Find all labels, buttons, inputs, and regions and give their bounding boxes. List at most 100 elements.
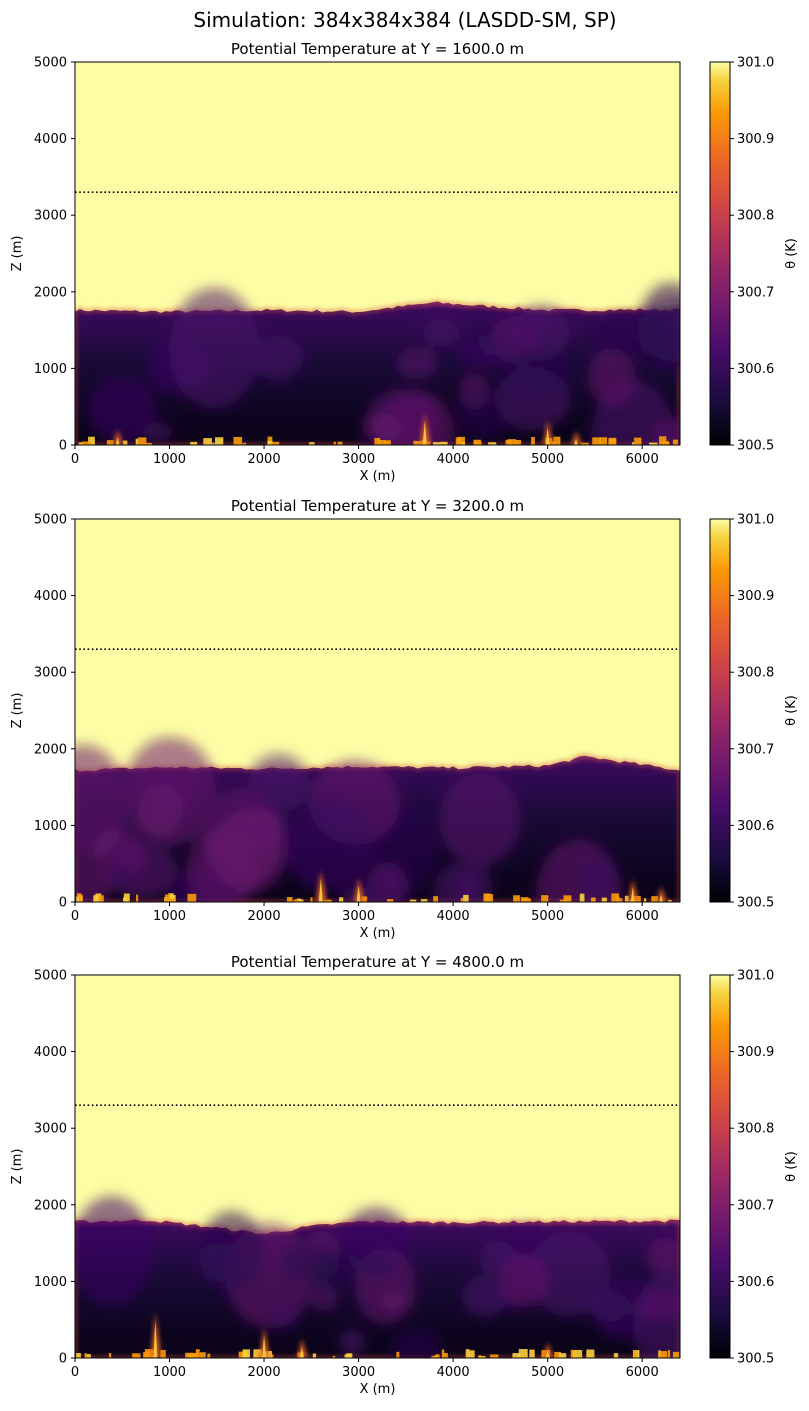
y-tick-label: 2000 [34, 285, 67, 300]
y-tick-label: 4000 [34, 1045, 67, 1060]
colorbar-tick-label: 300.8 [737, 666, 774, 681]
colorbar-tick-label: 300.7 [737, 285, 774, 300]
x-tick-label: 5000 [531, 909, 564, 924]
x-tick-label: 2000 [248, 909, 281, 924]
y-axis-label: Z (m) [10, 693, 25, 729]
heatmap-field [75, 519, 680, 902]
x-tick-label: 0 [71, 452, 79, 467]
colorbar-tick-label: 300.9 [737, 589, 774, 604]
thermal-plume [627, 879, 639, 902]
turbulent-eddies [75, 1196, 680, 1358]
colorbar-label: θ (K) [784, 695, 799, 726]
entrainment-zone [75, 300, 680, 445]
figure-suptitle: Simulation: 384x384x384 (LASDD-SM, SP) [193, 8, 616, 32]
thermal-plume [656, 886, 668, 902]
y-tick-label: 0 [59, 1352, 67, 1367]
x-tick-label: 6000 [626, 1365, 659, 1380]
axes-frame [74, 518, 681, 903]
colorbar-tick-label: 301.0 [737, 969, 774, 984]
turbulent-eddies [75, 737, 622, 902]
y-tick-label: 3000 [34, 1122, 67, 1137]
axes-frame [74, 61, 681, 446]
surface-layer [76, 893, 672, 902]
colorbar-tick-label: 300.9 [737, 1045, 774, 1060]
thermal-plume [150, 1312, 162, 1358]
colorbar-tick-label: 301.0 [737, 56, 774, 71]
x-tick-label: 3000 [342, 452, 375, 467]
panel-1: Potential Temperature at Y = 1600.0 m 0 10… [10, 40, 799, 484]
turbulent-eddies [88, 282, 680, 445]
panel-2: Potential Temperature at Y = 3200.0 m 0 10… [10, 497, 799, 941]
thermal-plume [315, 869, 327, 902]
panel-title: Potential Temperature at Y = 3200.0 m [231, 497, 524, 515]
x-tick-label: 1000 [153, 909, 186, 924]
colorbar: 300.5 300.6 300.7 300.8 300.9 301.0 θ (K) [709, 513, 799, 911]
x-tick-label: 4000 [437, 1365, 470, 1380]
y-tick-label: 1000 [34, 362, 67, 377]
y-tick-label: 4000 [34, 132, 67, 147]
y-tick-label: 5000 [34, 56, 67, 71]
colorbar-gradient [709, 518, 731, 903]
panel-3: Potential Temperature at Y = 4800.0 m 0 10… [10, 953, 799, 1397]
thermal-plume [571, 431, 583, 445]
colorbar-gradient [709, 61, 731, 446]
colorbar-tick-label: 301.0 [737, 513, 774, 528]
y-tick-label: 3000 [34, 209, 67, 224]
colorbar-tick-label: 300.6 [737, 819, 774, 834]
thermal-plume [353, 877, 365, 902]
colorbar-tick-label: 300.7 [737, 1198, 774, 1213]
x-tick-label: 5000 [531, 1365, 564, 1380]
y-tick-label: 2000 [34, 742, 67, 757]
colorbar-tick-label: 300.9 [737, 132, 774, 147]
colorbar: 300.5 300.6 300.7 300.8 300.9 301.0 θ (K) [709, 56, 799, 454]
y-tick-label: 5000 [34, 513, 67, 528]
x-tick-label: 2000 [248, 452, 281, 467]
y-tick-label: 4000 [34, 589, 67, 604]
y-tick-label: 0 [59, 896, 67, 911]
colorbar-tick-label: 300.8 [737, 1122, 774, 1137]
colorbar-tick-label: 300.5 [737, 439, 774, 454]
colorbar-label: θ (K) [784, 238, 799, 269]
x-tick-label: 3000 [342, 1365, 375, 1380]
axes-frame [74, 974, 681, 1359]
thermal-plume [542, 1342, 554, 1358]
panel-title: Potential Temperature at Y = 4800.0 m [231, 953, 524, 971]
x-axis-label: X (m) [360, 1382, 396, 1397]
x-tick-label: 3000 [342, 909, 375, 924]
y-tick-label: 0 [59, 439, 67, 454]
y-tick-label: 1000 [34, 1275, 67, 1290]
y-axis-label: Z (m) [10, 236, 25, 272]
thermal-plume [259, 1327, 271, 1358]
x-tick-label: 2000 [248, 1365, 281, 1380]
panel-title: Potential Temperature at Y = 1600.0 m [231, 40, 524, 58]
colorbar-tick-label: 300.6 [737, 362, 774, 377]
y-tick-label: 2000 [34, 1198, 67, 1213]
x-tick-label: 6000 [626, 452, 659, 467]
x-axis-label: X (m) [360, 469, 396, 484]
x-tick-label: 5000 [531, 452, 564, 467]
y-axis-label: Z (m) [10, 1149, 25, 1185]
x-tick-label: 1000 [153, 452, 186, 467]
y-tick-label: 5000 [34, 969, 67, 984]
colorbar-tick-label: 300.8 [737, 209, 774, 224]
x-tick-label: 0 [71, 1365, 79, 1380]
colorbar-tick-label: 300.6 [737, 1275, 774, 1290]
thermal-plume [112, 429, 124, 445]
heatmap-field [75, 975, 680, 1358]
heatmap-field [75, 62, 680, 445]
y-tick-label: 1000 [34, 819, 67, 834]
x-tick-label: 0 [71, 909, 79, 924]
x-tick-label: 1000 [153, 1365, 186, 1380]
x-tick-label: 4000 [437, 909, 470, 924]
colorbar-tick-label: 300.7 [737, 742, 774, 757]
colorbar-tick-label: 300.5 [737, 1352, 774, 1367]
thermal-plume [419, 412, 431, 445]
colorbar: 300.5 300.6 300.7 300.8 300.9 301.0 θ (K) [709, 969, 799, 1367]
colorbar-gradient [709, 974, 731, 1359]
y-tick-label: 3000 [34, 666, 67, 681]
colorbar-label: θ (K) [784, 1151, 799, 1182]
surface-layer [78, 436, 678, 445]
x-tick-label: 4000 [437, 452, 470, 467]
colorbar-tick-label: 300.5 [737, 896, 774, 911]
